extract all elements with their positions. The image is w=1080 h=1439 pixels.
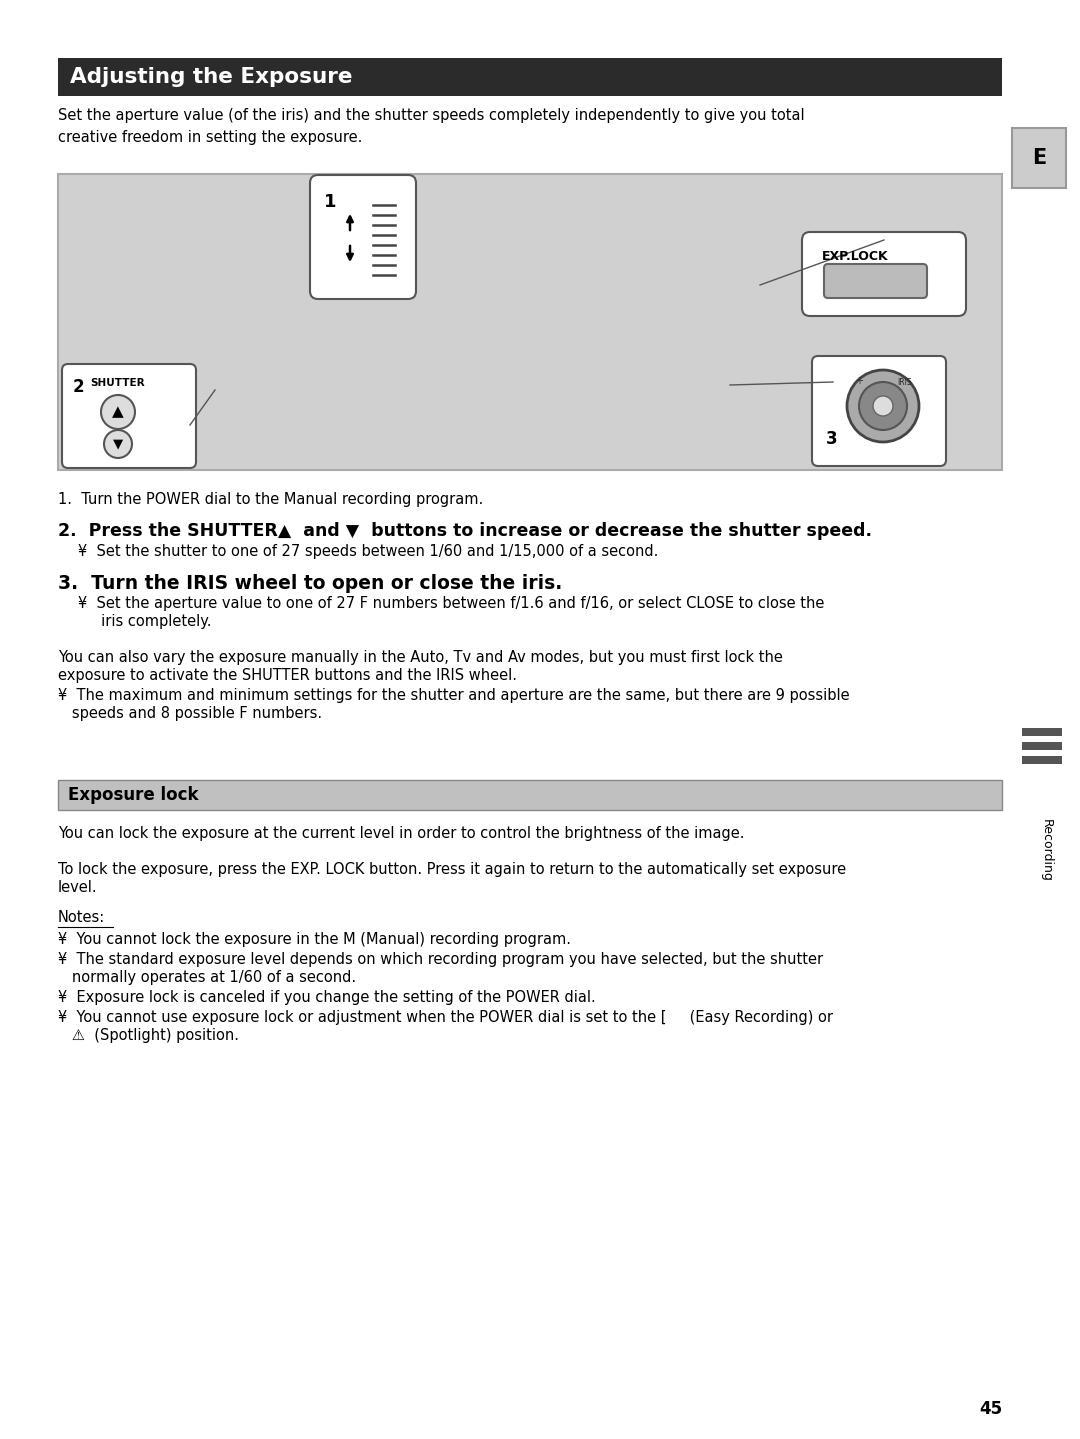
Text: ⚠  (Spotlight) position.: ⚠ (Spotlight) position.: [58, 1027, 239, 1043]
Text: IRIS: IRIS: [897, 378, 912, 387]
Text: You can also vary the exposure manually in the Auto, Tv and Av modes, but you mu: You can also vary the exposure manually …: [58, 650, 783, 665]
FancyBboxPatch shape: [310, 176, 416, 299]
FancyBboxPatch shape: [1012, 128, 1066, 189]
Text: ▲: ▲: [112, 404, 124, 420]
Text: 1: 1: [324, 193, 337, 212]
FancyBboxPatch shape: [58, 780, 1002, 810]
Text: 2: 2: [73, 378, 84, 396]
Circle shape: [102, 394, 135, 429]
Text: exposure to activate the SHUTTER buttons and the IRIS wheel.: exposure to activate the SHUTTER buttons…: [58, 668, 517, 684]
Circle shape: [104, 430, 132, 458]
FancyBboxPatch shape: [1022, 743, 1062, 750]
Text: E: E: [1031, 148, 1047, 168]
Text: EXP.LOCK: EXP.LOCK: [822, 250, 889, 263]
Text: ¥  Set the aperture value to one of 27 F numbers between f/1.6 and f/16, or sele: ¥ Set the aperture value to one of 27 F …: [78, 596, 824, 612]
FancyBboxPatch shape: [62, 364, 195, 468]
FancyBboxPatch shape: [812, 355, 946, 466]
Text: 3: 3: [826, 430, 838, 448]
FancyBboxPatch shape: [58, 174, 1002, 471]
Text: 1.  Turn the POWER dial to the Manual recording program.: 1. Turn the POWER dial to the Manual rec…: [58, 492, 483, 507]
Text: ¥  Exposure lock is canceled if you change the setting of the POWER dial.: ¥ Exposure lock is canceled if you chang…: [58, 990, 596, 1004]
Text: ▼: ▼: [113, 437, 123, 450]
Text: ¥  Set the shutter to one of 27 speeds between 1/60 and 1/15,000 of a second.: ¥ Set the shutter to one of 27 speeds be…: [78, 544, 659, 558]
Text: ¥  The standard exposure level depends on which recording program you have selec: ¥ The standard exposure level depends on…: [58, 953, 823, 967]
Text: normally operates at 1/60 of a second.: normally operates at 1/60 of a second.: [58, 970, 356, 986]
Text: SHUTTER: SHUTTER: [90, 378, 145, 389]
FancyBboxPatch shape: [58, 58, 1002, 96]
Text: ¥  You cannot use exposure lock or adjustment when the POWER dial is set to the : ¥ You cannot use exposure lock or adjust…: [58, 1010, 833, 1025]
Text: +: +: [855, 376, 863, 386]
FancyBboxPatch shape: [1022, 755, 1062, 764]
Text: 45: 45: [978, 1400, 1002, 1417]
Text: 2.  Press the SHUTTER▲  and ▼  buttons to increase or decrease the shutter speed: 2. Press the SHUTTER▲ and ▼ buttons to i…: [58, 522, 872, 540]
Text: 3.  Turn the IRIS wheel to open or close the iris.: 3. Turn the IRIS wheel to open or close …: [58, 574, 563, 593]
Text: Adjusting the Exposure: Adjusting the Exposure: [70, 68, 352, 86]
Circle shape: [873, 396, 893, 416]
Text: ¥  The maximum and minimum settings for the shutter and aperture are the same, b: ¥ The maximum and minimum settings for t…: [58, 688, 850, 704]
Text: Notes:: Notes:: [58, 909, 105, 925]
FancyBboxPatch shape: [1022, 728, 1062, 735]
Text: Exposure lock: Exposure lock: [68, 786, 199, 804]
Text: ¥  You cannot lock the exposure in the M (Manual) recording program.: ¥ You cannot lock the exposure in the M …: [58, 932, 571, 947]
Circle shape: [847, 370, 919, 442]
Text: level.: level.: [58, 881, 97, 895]
Text: iris completely.: iris completely.: [78, 614, 212, 629]
Text: Set the aperture value (of the iris) and the shutter speeds completely independe: Set the aperture value (of the iris) and…: [58, 108, 805, 145]
FancyBboxPatch shape: [824, 263, 927, 298]
Circle shape: [859, 381, 907, 430]
Text: speeds and 8 possible F numbers.: speeds and 8 possible F numbers.: [58, 707, 322, 721]
Text: You can lock the exposure at the current level in order to control the brightnes: You can lock the exposure at the current…: [58, 826, 744, 840]
Text: To lock the exposure, press the EXP. LOCK button. Press it again to return to th: To lock the exposure, press the EXP. LOC…: [58, 862, 846, 876]
FancyBboxPatch shape: [802, 232, 966, 317]
Text: Recording: Recording: [1039, 819, 1053, 882]
